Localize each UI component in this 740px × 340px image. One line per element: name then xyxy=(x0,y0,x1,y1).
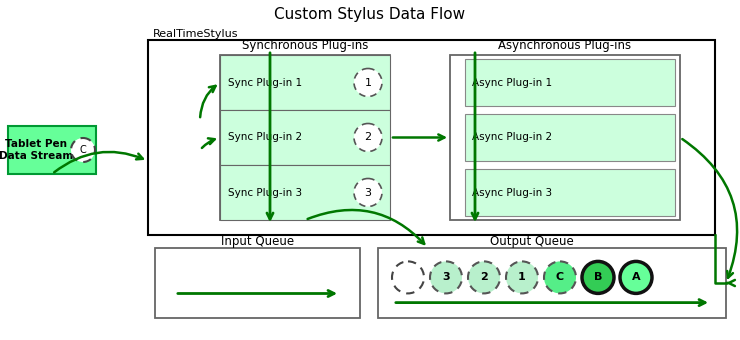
Circle shape xyxy=(392,261,424,293)
Bar xyxy=(465,59,675,106)
Text: 3: 3 xyxy=(365,187,371,198)
Bar xyxy=(220,55,390,110)
Circle shape xyxy=(506,261,538,293)
Text: RealTimeStylus: RealTimeStylus xyxy=(153,29,238,39)
Circle shape xyxy=(354,68,382,97)
Text: C: C xyxy=(556,272,564,283)
Text: Asynchronous Plug-ins: Asynchronous Plug-ins xyxy=(499,39,631,52)
Text: Output Queue: Output Queue xyxy=(490,235,574,248)
Bar xyxy=(465,114,675,161)
Text: C: C xyxy=(80,145,87,155)
Text: Tablet Pen
Data Stream: Tablet Pen Data Stream xyxy=(0,139,73,161)
Bar xyxy=(378,248,726,318)
Circle shape xyxy=(620,261,652,293)
Bar xyxy=(220,165,390,220)
Text: 2: 2 xyxy=(364,133,371,142)
Bar xyxy=(148,40,715,235)
Text: Synchronous Plug-ins: Synchronous Plug-ins xyxy=(242,39,369,52)
Circle shape xyxy=(354,178,382,206)
Circle shape xyxy=(71,138,95,162)
Text: Async Plug-in 2: Async Plug-in 2 xyxy=(472,133,552,142)
Text: 1: 1 xyxy=(365,78,371,87)
Bar xyxy=(8,126,96,174)
Text: Input Queue: Input Queue xyxy=(221,235,294,248)
Text: 3: 3 xyxy=(443,272,450,283)
Circle shape xyxy=(468,261,500,293)
Text: 1: 1 xyxy=(518,272,526,283)
Text: Sync Plug-in 3: Sync Plug-in 3 xyxy=(228,187,302,198)
Text: Async Plug-in 3: Async Plug-in 3 xyxy=(472,187,552,198)
Text: B: B xyxy=(593,272,602,283)
Bar xyxy=(155,248,360,318)
Text: Sync Plug-in 2: Sync Plug-in 2 xyxy=(228,133,302,142)
Text: Async Plug-in 1: Async Plug-in 1 xyxy=(472,78,552,87)
Text: Custom Stylus Data Flow: Custom Stylus Data Flow xyxy=(275,6,465,21)
Circle shape xyxy=(354,123,382,152)
Bar xyxy=(465,169,675,216)
Text: 2: 2 xyxy=(480,272,488,283)
Circle shape xyxy=(582,261,614,293)
Bar xyxy=(220,110,390,165)
Text: Sync Plug-in 1: Sync Plug-in 1 xyxy=(228,78,302,87)
Bar xyxy=(220,55,390,220)
Bar xyxy=(450,55,680,220)
Text: A: A xyxy=(632,272,640,283)
Circle shape xyxy=(544,261,576,293)
Circle shape xyxy=(430,261,462,293)
